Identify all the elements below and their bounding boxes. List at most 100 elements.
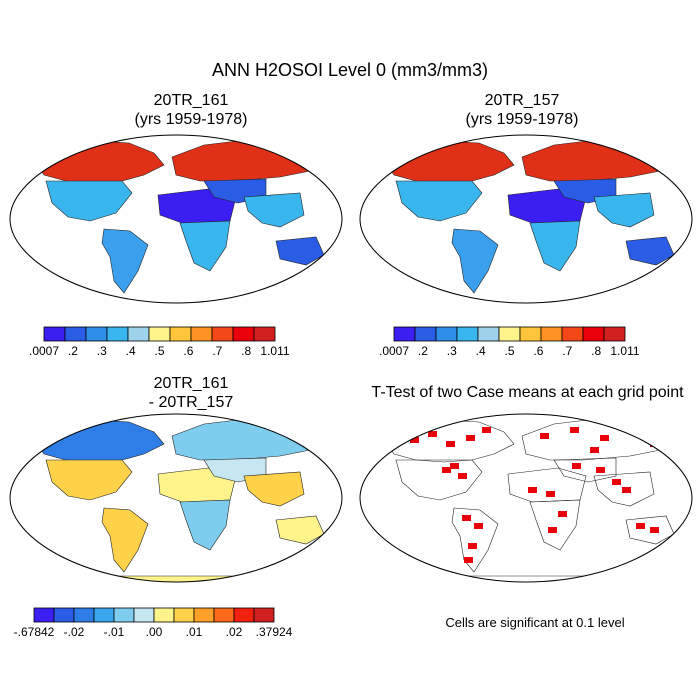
- colorbar-tick-label: .7: [212, 344, 222, 358]
- colorbar-tick-label: .37924: [256, 625, 293, 639]
- colorbar-swatch: [113, 607, 135, 623]
- region-africa-south: [179, 499, 231, 551]
- colorbar-swatch: [127, 326, 150, 342]
- colorbar-swatch: [33, 607, 55, 623]
- map-panel-3: [9, 413, 343, 583]
- colorbar-swatch: [73, 607, 95, 623]
- colorbar-swatch: [232, 326, 255, 342]
- colorbar-tick-label: 1.011: [260, 344, 289, 358]
- panel-2-title: 20TR_157: [484, 92, 560, 109]
- colorbar-swatch: [190, 326, 213, 342]
- colorbar-tick-label: .6: [533, 344, 543, 358]
- significant-cell: [612, 479, 621, 485]
- panel-1-subtitle: (yrs 1959-1978): [134, 111, 248, 128]
- colorbar-tick-label: .00: [146, 625, 163, 639]
- significant-cell: [428, 431, 437, 437]
- panel-3-subtitle: - 20TR_157: [148, 394, 234, 411]
- panel-1-title-block: 20TR_161 (yrs 1959-1978): [91, 91, 291, 129]
- significant-cell: [540, 433, 549, 439]
- significant-cell: [458, 473, 467, 479]
- significant-cell: [464, 557, 473, 563]
- coastline-outline: [451, 507, 499, 573]
- significant-cell: [468, 543, 477, 549]
- significant-cell: [442, 467, 451, 473]
- colorbar-swatch: [173, 607, 195, 623]
- colorbar-swatch: [211, 326, 234, 342]
- colorbar-swatch: [133, 607, 155, 623]
- colorbar-tick-label: .2: [418, 344, 428, 358]
- region-africa-south: [179, 220, 231, 272]
- colorbar-swatch: [64, 326, 87, 342]
- map-border: [9, 134, 343, 304]
- significant-cell: [462, 515, 471, 521]
- map-border: [9, 413, 343, 583]
- map-panel-4: [359, 413, 693, 583]
- colorbar-swatch: [540, 326, 563, 342]
- colorbar-swatch: [435, 326, 458, 342]
- colorbar-tick-label: .8: [591, 344, 601, 358]
- colorbar-tick-label: -.67842: [14, 625, 55, 639]
- significant-cell: [600, 435, 609, 441]
- panel-2-title-block: 20TR_157 (yrs 1959-1978): [422, 91, 622, 129]
- significant-cell: [590, 447, 599, 453]
- panel-4-title: T-Test of two Case means at each grid po…: [371, 384, 684, 401]
- colorbar-2: .0007 .2 .3 .4 .5 .6 .7 .8 1.011: [379, 326, 640, 358]
- significant-cell: [446, 441, 455, 447]
- region-africa-south: [529, 220, 581, 272]
- coastline-outline: [553, 457, 617, 483]
- region-australia: [625, 236, 675, 266]
- region-northern-eurasia: [171, 417, 327, 461]
- colorbar-tick-label: -.01: [104, 625, 125, 639]
- significant-cell: [474, 523, 483, 529]
- colorbar-tick-label: .3: [447, 344, 457, 358]
- colorbar-swatch: [456, 326, 479, 342]
- region-northern-eurasia: [171, 138, 327, 182]
- region-northern-eurasia: [521, 138, 677, 182]
- region-canada-arctic-north-america: [383, 140, 515, 184]
- figure-title: ANN H2OSOI Level 0 (mm3/mm3): [211, 60, 489, 80]
- colorbar-tick-label: .01: [186, 625, 203, 639]
- colorbar-tick-label: -.02: [64, 625, 85, 639]
- colorbar-tick-label: .4: [126, 344, 136, 358]
- significance-note: Cells are significant at 0.1 level: [445, 615, 625, 630]
- colorbar-swatch: [561, 326, 584, 342]
- colorbar-swatch: [53, 607, 75, 623]
- colorbar-swatch: [393, 326, 416, 342]
- region-south-america: [101, 507, 149, 573]
- region-india-southeast-asia: [243, 471, 305, 507]
- panel-3-title: 20TR_161: [153, 375, 229, 392]
- colorbar-3: -.67842 -.02 -.01 .00 .01 .02 .37924: [14, 607, 293, 639]
- colorbar-tick-label: .5: [504, 344, 514, 358]
- significant-cell: [650, 441, 659, 447]
- significant-cell: [410, 437, 419, 443]
- significant-cell: [482, 427, 491, 433]
- map-panel-1: [9, 134, 343, 304]
- significant-cell: [634, 429, 643, 435]
- colorbar-swatch: [93, 607, 115, 623]
- colorbar-tick-label: .0007: [379, 344, 409, 358]
- colorbar-swatch: [603, 326, 626, 342]
- significant-cell: [548, 527, 557, 533]
- colorbar-swatch: [519, 326, 542, 342]
- significant-cell: [450, 463, 459, 469]
- colorbar-swatch: [169, 326, 192, 342]
- significant-cell: [622, 487, 631, 493]
- colorbar-tick-label: 1.011: [610, 344, 639, 358]
- region-united-states: [395, 180, 483, 222]
- colorbar-tick-label: .6: [183, 344, 193, 358]
- panel-1-title: 20TR_161: [153, 92, 229, 109]
- colorbar-tick-label: .02: [226, 625, 243, 639]
- panel-3-title-block: 20TR_161 - 20TR_157: [91, 374, 291, 412]
- colorbar-swatch: [213, 607, 235, 623]
- colorbar-swatch: [85, 326, 108, 342]
- colorbar-swatch: [498, 326, 521, 342]
- map-border: [359, 413, 693, 583]
- map-land-layer: [33, 417, 327, 582]
- region-south-america: [101, 228, 149, 294]
- map-land-layer: [33, 138, 327, 294]
- colorbar-tick-label: .7: [562, 344, 572, 358]
- map-panel-2: [359, 134, 693, 304]
- significant-cell: [596, 467, 605, 473]
- map-land-layer: [383, 138, 677, 294]
- coastline-outline: [529, 499, 581, 551]
